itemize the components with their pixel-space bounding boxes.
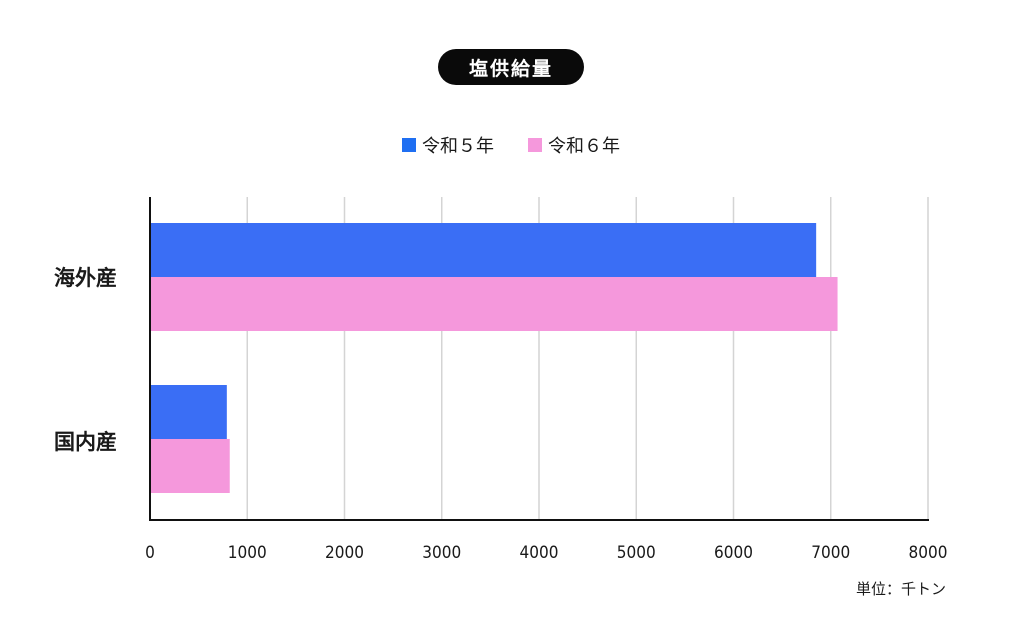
bar-domestic-series1 [150,385,227,439]
legend: 令和５年 令和６年 [0,132,1022,158]
bar-overseas-series2 [150,277,838,331]
legend-item-reiwa6: 令和６年 [528,132,620,158]
axes [149,197,929,521]
category-label-domestic: 国内産 [54,430,117,454]
x-tick-label-2000: 2000 [325,543,364,563]
x-tick-label-6000: 6000 [714,543,753,563]
legend-label-reiwa6: 令和６年 [548,136,620,157]
chart-title: 塩供給量 [438,49,584,85]
x-tick-label-7000: 7000 [811,543,850,563]
bar-domestic-series2 [150,439,230,493]
x-tick-label-8000: 8000 [909,543,948,563]
x-tick-label-0: 0 [145,543,155,563]
unit-label: 単位：千トン [855,580,946,598]
x-tick-label-1000: 1000 [228,543,267,563]
x-tick-labels: 0 1000 2000 3000 4000 5000 6000 7000 8000 [145,543,947,563]
legend-item-reiwa5: 令和５年 [402,132,494,158]
legend-swatch-reiwa5 [402,138,416,152]
category-label-overseas: 海外産 [54,266,117,290]
legend-swatch-reiwa6 [528,138,542,152]
x-tick-label-4000: 4000 [520,543,559,563]
x-tick-label-3000: 3000 [422,543,461,563]
bar-overseas-series1 [150,223,817,277]
legend-label-reiwa5: 令和５年 [422,136,494,157]
bars [150,223,838,493]
x-tick-label-5000: 5000 [617,543,656,563]
